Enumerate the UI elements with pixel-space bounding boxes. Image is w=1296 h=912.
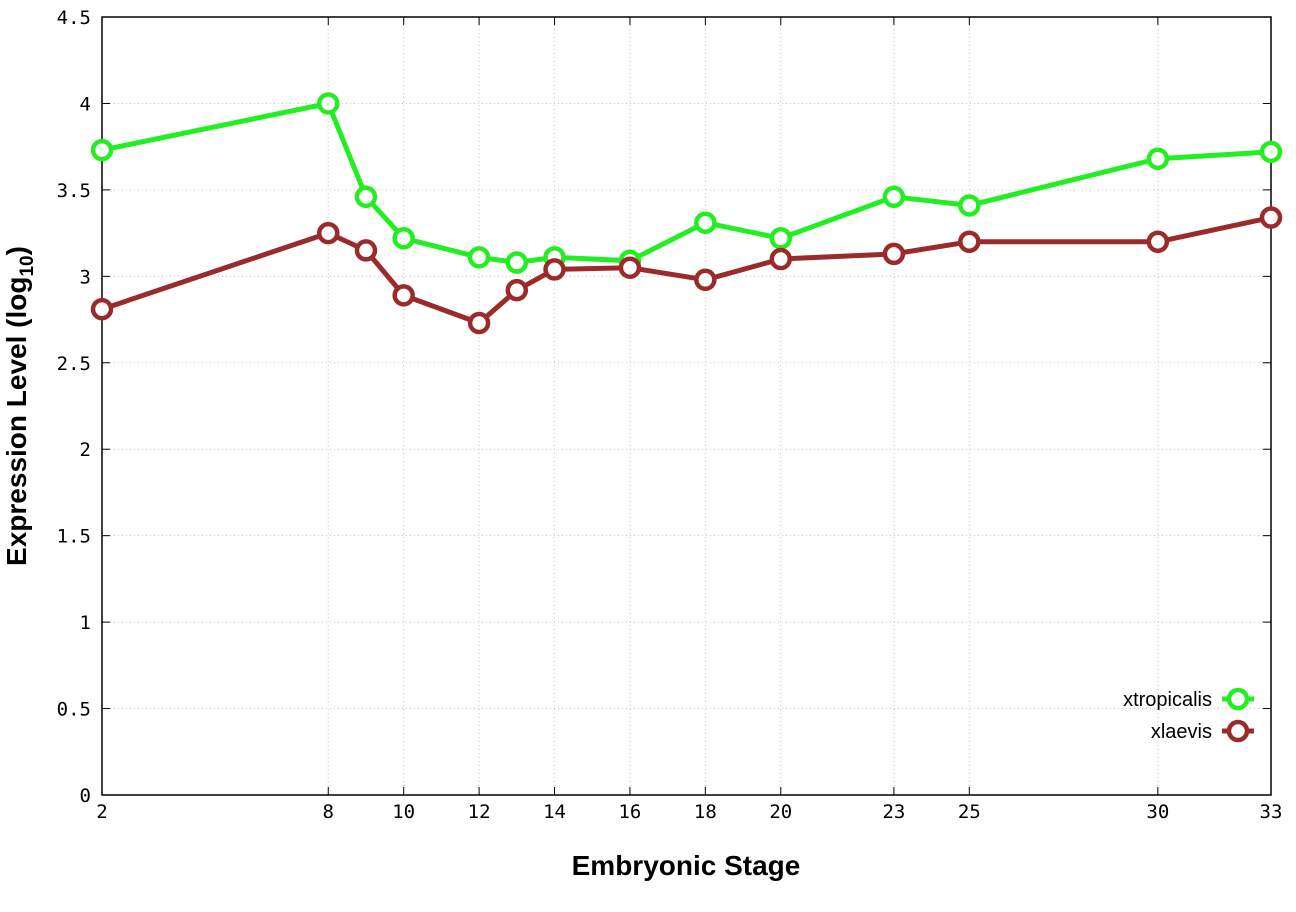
x-tick-label: 33 — [1260, 801, 1283, 823]
legend-label: xlaevis — [1151, 721, 1212, 743]
y-tick-label: 1.5 — [57, 526, 91, 548]
y-axis-title-close: ) — [1, 246, 32, 255]
data-point-xtropicalis — [354, 185, 378, 209]
legend-swatch-marker — [1226, 687, 1250, 711]
y-axis-title-main: Expression Level (log — [1, 277, 32, 566]
legend-item-xtropicalis: xtropicalis — [1123, 687, 1254, 711]
legend-item-xlaevis: xlaevis — [1151, 719, 1254, 743]
data-point-xlaevis — [694, 268, 717, 292]
x-tick-label: 10 — [392, 801, 415, 823]
grid — [102, 17, 1271, 795]
axis-ticks: 0 0.5 1 1.5 2 2.5 3 3.5 4 4.5 2 8 10 12 14 16 18 20 23 25 30… — [57, 7, 1283, 823]
y-tick-label: 4.5 — [57, 7, 91, 29]
legend: xtropicalis xlaevis — [1123, 687, 1254, 743]
series-xlaevis — [90, 206, 1283, 335]
data-point-xlaevis — [958, 230, 981, 254]
data-point-xlaevis — [1146, 230, 1170, 254]
data-point-xlaevis — [392, 284, 415, 307]
data-point-xtropicalis — [1259, 140, 1283, 164]
x-tick-label: 25 — [958, 801, 981, 823]
x-tick-label: 16 — [618, 801, 641, 823]
data-point-xlaevis — [882, 242, 906, 266]
series-line-xtropicalis — [99, 100, 1274, 265]
y-tick-label: 2.5 — [57, 353, 91, 375]
data-point-xlaevis — [354, 239, 378, 262]
data-point-xlaevis — [467, 311, 491, 335]
data-point-xtropicalis — [1146, 147, 1170, 171]
x-tick-label: 18 — [694, 801, 717, 823]
data-point-xlaevis — [543, 258, 566, 281]
data-point-xtropicalis — [392, 227, 415, 250]
data-point-xlaevis — [317, 221, 340, 245]
series-xtropicalis — [90, 92, 1283, 274]
data-point-xlaevis — [90, 297, 114, 321]
y-tick-label: 0 — [80, 785, 91, 807]
data-point-xtropicalis — [90, 138, 114, 162]
data-point-xlaevis — [769, 247, 793, 271]
x-tick-label: 14 — [543, 801, 566, 823]
legend-swatch-marker — [1226, 719, 1250, 743]
series — [90, 92, 1283, 335]
x-tick-label: 20 — [769, 801, 792, 823]
data-point-xlaevis — [1259, 206, 1283, 229]
data-point-xtropicalis — [467, 246, 491, 269]
data-point-xtropicalis — [694, 211, 717, 234]
y-tick-label: 0.5 — [57, 699, 91, 721]
data-point-xlaevis — [505, 278, 529, 302]
x-tick-label: 30 — [1146, 801, 1169, 823]
plot-frame — [101, 16, 1272, 796]
x-tick-label: 12 — [468, 801, 491, 823]
y-tick-label: 4 — [80, 93, 91, 115]
y-axis-title: Expression Level (log10) — [1, 246, 38, 566]
y-tick-label: 3.5 — [57, 180, 91, 202]
y-tick-label: 2 — [80, 439, 91, 461]
y-axis-title-subscript: 10 — [17, 255, 38, 276]
y-tick-label: 3 — [80, 266, 91, 288]
data-point-xtropicalis — [317, 92, 340, 115]
x-axis-title: Embryonic Stage — [572, 850, 801, 881]
data-point-xtropicalis — [882, 185, 906, 209]
x-tick-label: 23 — [882, 801, 905, 823]
x-tick-label: 8 — [323, 801, 334, 823]
legend-label: xtropicalis — [1123, 689, 1212, 711]
data-point-xtropicalis — [769, 227, 793, 250]
data-point-xlaevis — [618, 256, 642, 279]
data-point-xtropicalis — [505, 251, 529, 274]
y-tick-label: 1 — [80, 612, 91, 634]
data-point-xtropicalis — [958, 194, 981, 217]
x-tick-label: 2 — [96, 801, 107, 823]
